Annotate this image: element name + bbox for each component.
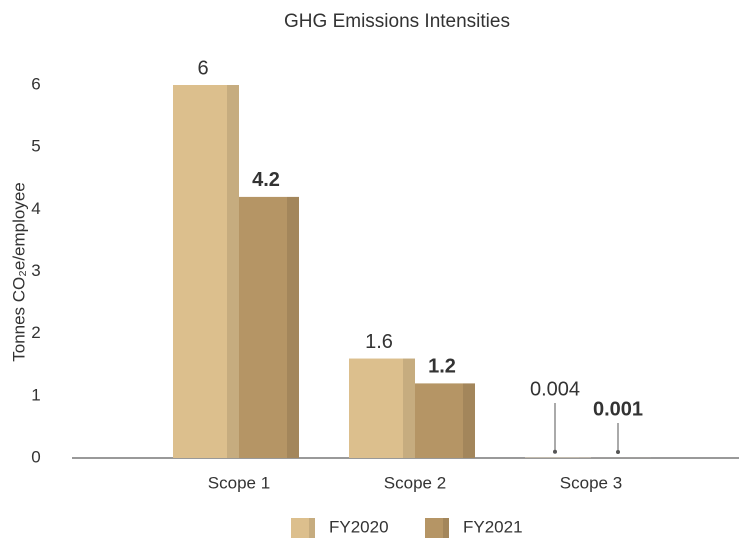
data-label: 4.2	[252, 169, 280, 191]
bar	[173, 85, 239, 458]
bar-side	[227, 85, 239, 458]
bar-front	[349, 358, 403, 458]
y-tick-label: 5	[31, 137, 40, 156]
bar-side	[463, 383, 475, 458]
leader-dot	[553, 449, 557, 454]
y-tick-label: 2	[31, 323, 40, 342]
legend-label: FY2020	[329, 517, 389, 536]
bar-side	[287, 196, 299, 458]
data-label: 1.2	[428, 356, 456, 378]
x-tick-label: Scope 1	[208, 473, 270, 492]
x-tick-label: Scope 2	[384, 473, 446, 492]
x-tick-label: Scope 3	[560, 473, 622, 492]
bar	[349, 358, 415, 458]
bar	[415, 383, 475, 458]
bar-front	[415, 383, 463, 458]
legend-swatch	[291, 518, 309, 538]
chart-title: GHG Emissions Intensities	[284, 11, 510, 32]
data-label: 1.6	[365, 331, 393, 353]
bar-front	[239, 196, 287, 458]
y-axis-label: Tonnes CO₂e/employee	[9, 182, 28, 362]
data-label: 0.001	[593, 398, 643, 420]
legend-swatch-side	[309, 518, 315, 538]
data-label: 6	[197, 57, 208, 79]
legend-label: FY2021	[463, 517, 523, 536]
legend-swatch	[425, 518, 443, 538]
y-tick-label: 0	[31, 447, 40, 466]
y-tick-label: 3	[31, 261, 40, 280]
bar-side	[403, 358, 415, 458]
y-tick-label: 6	[31, 74, 40, 93]
bar	[239, 196, 299, 458]
data-label: 0.004	[530, 378, 580, 400]
bar-front	[173, 85, 227, 458]
legend-swatch-side	[443, 518, 449, 538]
leader-dot	[616, 449, 620, 454]
y-tick-label: 4	[31, 199, 40, 218]
y-tick-label: 1	[31, 385, 40, 404]
